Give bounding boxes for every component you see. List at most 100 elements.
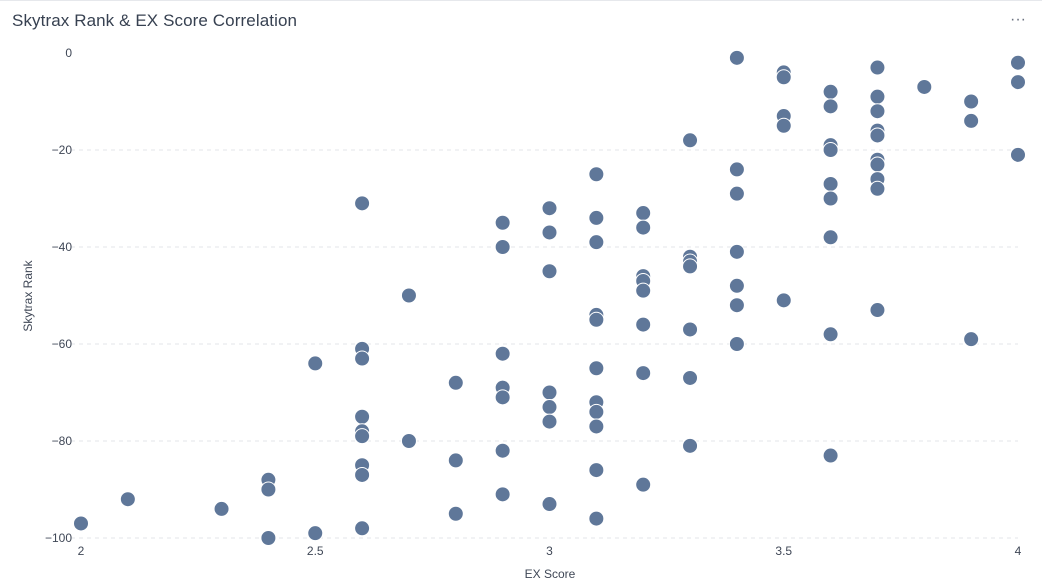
data-point[interactable]	[588, 462, 605, 479]
y-tick-label: −40	[52, 240, 73, 254]
data-point[interactable]	[869, 88, 886, 105]
data-point[interactable]	[494, 214, 511, 231]
y-tick-label: 0	[65, 46, 72, 60]
data-point[interactable]	[869, 59, 886, 76]
data-point[interactable]	[400, 433, 417, 449]
x-tick-label: 3.5	[775, 544, 792, 558]
data-point[interactable]	[869, 103, 886, 120]
data-point[interactable]	[119, 491, 136, 508]
data-point[interactable]	[728, 185, 745, 202]
data-point[interactable]	[682, 369, 699, 386]
data-point[interactable]	[588, 166, 605, 183]
data-point[interactable]	[635, 476, 652, 493]
data-point[interactable]	[541, 399, 558, 416]
data-point[interactable]	[447, 505, 464, 522]
grid-lines	[71, 149, 1018, 539]
data-point[interactable]	[822, 98, 839, 115]
data-point[interactable]	[354, 408, 371, 425]
data-point[interactable]	[822, 447, 839, 464]
data-point[interactable]	[494, 239, 511, 255]
y-tick-label: −80	[52, 434, 73, 448]
data-point[interactable]	[541, 496, 558, 513]
data-point[interactable]	[307, 355, 324, 372]
data-point[interactable]	[682, 321, 699, 338]
data-point[interactable]	[775, 117, 792, 134]
data-point[interactable]	[588, 209, 605, 226]
data-point[interactable]	[728, 161, 745, 178]
data-point[interactable]	[963, 93, 980, 110]
data-point[interactable]	[682, 132, 699, 149]
data-point[interactable]	[494, 486, 511, 503]
data-point[interactable]	[541, 413, 558, 430]
data-point[interactable]	[682, 258, 699, 275]
data-point[interactable]	[541, 384, 558, 401]
data-point[interactable]	[728, 336, 745, 352]
y-axis-ticks: 0 −20 −40 −60 −80 −100	[45, 46, 72, 545]
chart-title: Skytrax Rank & EX Score Correlation	[12, 11, 298, 30]
y-tick-label: −100	[45, 531, 72, 545]
y-tick-label: −60	[52, 337, 73, 351]
data-point[interactable]	[682, 437, 699, 454]
data-point[interactable]	[541, 224, 558, 241]
data-point[interactable]	[869, 127, 886, 144]
data-point[interactable]	[588, 510, 605, 527]
data-point[interactable]	[728, 49, 745, 66]
data-point[interactable]	[635, 205, 652, 222]
data-point[interactable]	[1010, 74, 1026, 91]
data-point[interactable]	[822, 190, 839, 207]
data-point[interactable]	[400, 287, 417, 304]
data-point[interactable]	[963, 112, 980, 129]
data-point[interactable]	[635, 282, 652, 299]
data-point[interactable]	[1010, 146, 1026, 163]
data-point[interactable]	[588, 360, 605, 377]
data-point[interactable]	[635, 219, 652, 236]
data-point[interactable]	[541, 263, 558, 280]
data-point[interactable]	[728, 243, 745, 260]
data-point[interactable]	[822, 142, 839, 158]
data-point[interactable]	[728, 277, 745, 294]
data-point[interactable]	[354, 466, 371, 483]
data-point[interactable]	[588, 311, 605, 328]
data-point[interactable]	[775, 69, 792, 86]
data-point[interactable]	[822, 229, 839, 246]
data-point[interactable]	[73, 515, 89, 532]
x-axis-title: EX Score	[525, 567, 576, 581]
data-point[interactable]	[494, 345, 511, 362]
card-top-border	[0, 0, 1042, 3]
data-point[interactable]	[354, 195, 371, 212]
data-point[interactable]	[635, 365, 652, 382]
data-point[interactable]	[447, 374, 464, 391]
data-point[interactable]	[963, 331, 980, 348]
data-point[interactable]	[541, 200, 558, 217]
x-tick-label: 2	[78, 544, 85, 558]
data-point[interactable]	[354, 350, 371, 367]
data-point[interactable]	[494, 442, 511, 459]
data-point[interactable]	[822, 83, 839, 100]
data-point[interactable]	[775, 292, 792, 309]
data-point[interactable]	[869, 156, 886, 173]
more-options-button[interactable]: ···	[1010, 11, 1026, 28]
data-point[interactable]	[635, 316, 652, 333]
data-point[interactable]	[588, 418, 605, 435]
data-point[interactable]	[822, 326, 839, 343]
data-point[interactable]	[728, 297, 745, 314]
data-point[interactable]	[916, 78, 933, 95]
data-point[interactable]	[260, 481, 277, 498]
data-points	[73, 49, 1026, 546]
data-point[interactable]	[260, 530, 277, 546]
data-point[interactable]	[354, 428, 371, 445]
data-point[interactable]	[213, 500, 230, 517]
data-point[interactable]	[1010, 54, 1026, 71]
data-point[interactable]	[447, 452, 464, 469]
data-point[interactable]	[354, 520, 371, 537]
data-point[interactable]	[307, 525, 324, 542]
x-tick-label: 4	[1015, 544, 1022, 558]
data-point[interactable]	[869, 180, 886, 197]
data-point[interactable]	[494, 389, 511, 406]
data-point[interactable]	[869, 302, 886, 319]
data-point[interactable]	[822, 175, 839, 192]
y-axis-title: Skytrax Rank	[21, 259, 35, 331]
data-point[interactable]	[588, 234, 605, 251]
data-point[interactable]	[588, 403, 605, 420]
